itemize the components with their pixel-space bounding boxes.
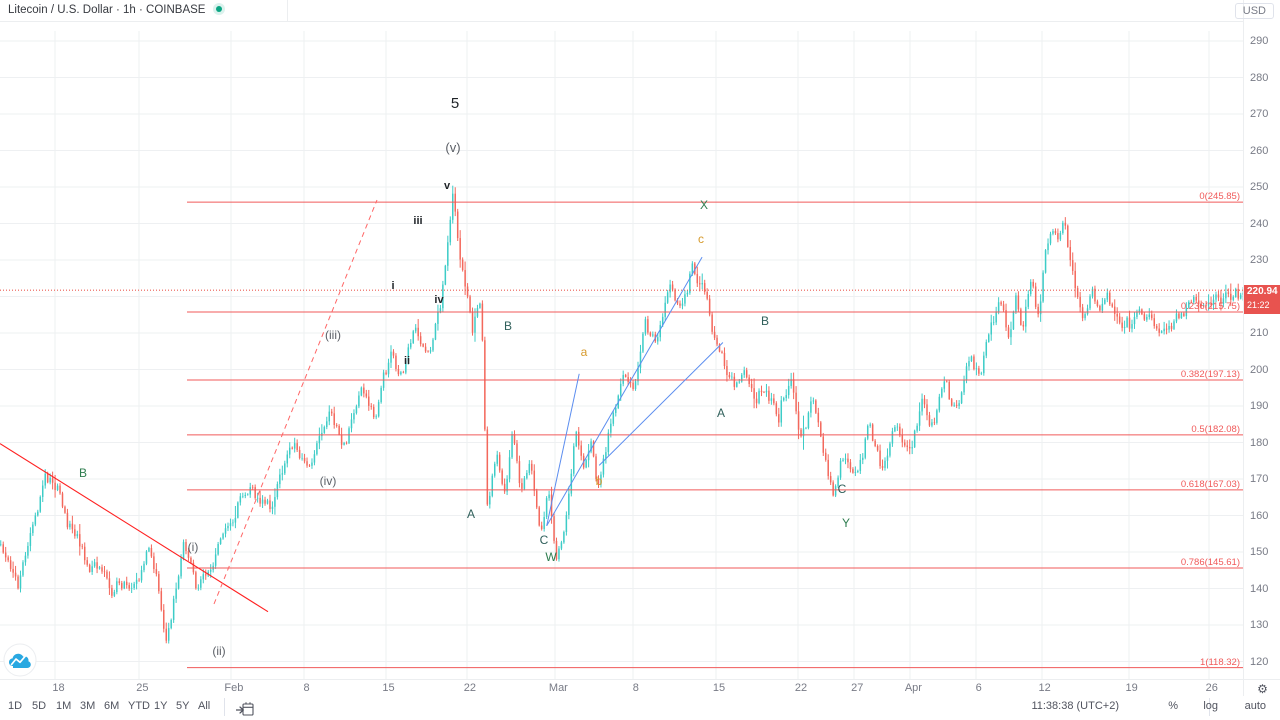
svg-text:5: 5: [451, 95, 459, 112]
svg-text:(i): (i): [188, 540, 199, 554]
svg-text:0.786(145.61): 0.786(145.61): [1181, 557, 1240, 568]
svg-text:v: v: [444, 180, 451, 192]
svg-text:(ii): (ii): [212, 644, 225, 658]
svg-text:(iii): (iii): [325, 328, 341, 342]
svg-text:Y: Y: [842, 516, 850, 530]
svg-text:iii: iii: [413, 215, 422, 227]
svg-text:B: B: [761, 314, 769, 328]
svg-text:0.618(167.03): 0.618(167.03): [1181, 479, 1240, 490]
svg-text:iv: iv: [434, 294, 444, 306]
svg-text:A: A: [717, 406, 725, 420]
svg-text:1(118.32): 1(118.32): [1200, 657, 1240, 668]
svg-text:C: C: [540, 533, 549, 547]
svg-text:0(245.85): 0(245.85): [1199, 191, 1240, 202]
svg-text:B: B: [504, 319, 512, 333]
svg-text:(iv): (iv): [320, 474, 337, 488]
svg-text:c: c: [698, 232, 704, 246]
svg-text:W: W: [545, 550, 557, 564]
svg-text:0.236(215.75): 0.236(215.75): [1181, 301, 1240, 312]
svg-text:(v): (v): [445, 140, 460, 155]
svg-text:X: X: [700, 198, 708, 212]
svg-text:a: a: [581, 345, 588, 359]
svg-text:B: B: [79, 466, 87, 480]
svg-text:0.382(197.13): 0.382(197.13): [1181, 369, 1240, 380]
svg-text:A: A: [467, 507, 475, 521]
svg-text:b: b: [596, 474, 603, 488]
svg-text:ii: ii: [404, 355, 410, 367]
svg-text:0.5(182.08): 0.5(182.08): [1191, 424, 1240, 435]
svg-text:C: C: [838, 482, 847, 496]
